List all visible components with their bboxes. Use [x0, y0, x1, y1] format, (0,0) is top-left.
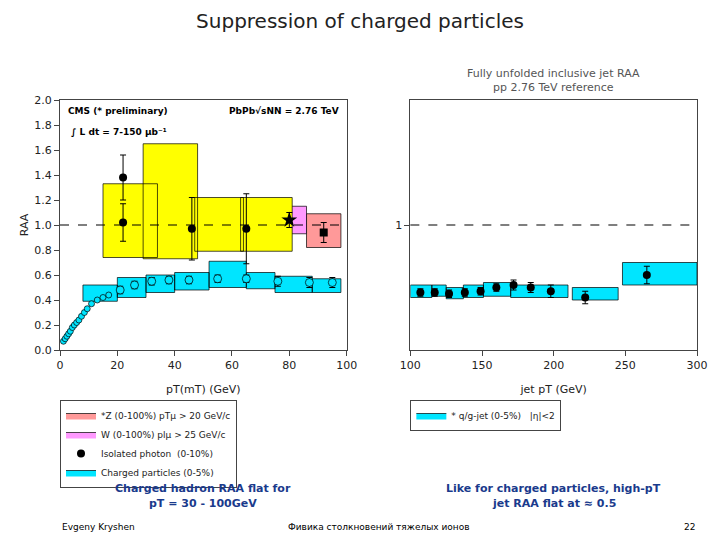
- svg-text:1.0: 1.0: [34, 219, 52, 232]
- svg-text:60: 60: [225, 359, 239, 372]
- svg-text:250: 250: [615, 359, 636, 372]
- svg-text:2.0: 2.0: [34, 94, 52, 107]
- svg-text:Isolated photon (0-10%): Isolated photon (0-10%): [101, 449, 213, 459]
- svg-text:1.6: 1.6: [34, 144, 52, 157]
- svg-text:jet RAA flat at ≈ 0.5: jet RAA flat at ≈ 0.5: [492, 497, 616, 510]
- svg-text:Фивика столкновений тяжелых ио: Фивика столкновений тяжелых ионов: [288, 522, 470, 532]
- svg-text:* q/g-jet (0-5%) |η|<2: * q/g-jet (0-5%) |η|<2: [451, 411, 554, 421]
- svg-text:Charged hadron RAA flat for: Charged hadron RAA flat for: [115, 482, 291, 495]
- svg-text:0.4: 0.4: [34, 294, 52, 307]
- svg-text:*Z (0-100%) pTμ > 20 GeV/c: *Z (0-100%) pTμ > 20 GeV/c: [101, 411, 230, 421]
- svg-text:22: 22: [684, 522, 695, 532]
- svg-text:1.4: 1.4: [34, 169, 52, 182]
- svg-text:Evgeny Kryshen: Evgeny Kryshen: [62, 522, 135, 532]
- svg-text:PbPb√sNN = 2.76 TeV: PbPb√sNN = 2.76 TeV: [229, 106, 339, 116]
- svg-text:0.6: 0.6: [34, 269, 52, 282]
- svg-text:0.2: 0.2: [34, 319, 52, 332]
- svg-text:Like for charged particles, hi: Like for charged particles, high-pT: [446, 482, 661, 495]
- svg-text:150: 150: [472, 359, 493, 372]
- svg-text:jet pT (GeV): jet pT (GeV): [520, 383, 587, 396]
- svg-text:300: 300: [687, 359, 708, 372]
- svg-text:1.8: 1.8: [34, 119, 52, 132]
- svg-text:1.2: 1.2: [34, 194, 52, 207]
- svg-text:W (0-100%) plμ > 25 GeV/c: W (0-100%) plμ > 25 GeV/c: [101, 430, 226, 440]
- svg-text:Suppression of charged particl: Suppression of charged particles: [196, 9, 524, 33]
- svg-text:0.0: 0.0: [34, 344, 52, 357]
- svg-text:80: 80: [282, 359, 296, 372]
- svg-text:pT(mT) (GeV): pT(mT) (GeV): [166, 383, 241, 396]
- svg-text:RAA: RAA: [18, 213, 31, 236]
- svg-text:100: 100: [400, 359, 421, 372]
- svg-text:100: 100: [336, 359, 357, 372]
- svg-text:∫ L dt = 7-150 μb⁻¹: ∫ L dt = 7-150 μb⁻¹: [71, 127, 167, 138]
- svg-text:Charged particles (0-5%): Charged particles (0-5%): [101, 468, 214, 478]
- svg-text:200: 200: [543, 359, 564, 372]
- svg-text:CMS (* preliminary): CMS (* preliminary): [68, 106, 168, 116]
- svg-text:40: 40: [168, 359, 182, 372]
- svg-text:pT = 30 - 100GeV: pT = 30 - 100GeV: [149, 497, 257, 510]
- svg-text:0.8: 0.8: [34, 244, 52, 257]
- svg-text:20: 20: [110, 359, 124, 372]
- svg-text:0: 0: [57, 359, 64, 372]
- svg-text:Fully unfolded inclusive jet R: Fully unfolded inclusive jet RAApp 2.76 …: [467, 67, 640, 94]
- svg-text:1: 1: [395, 219, 402, 232]
